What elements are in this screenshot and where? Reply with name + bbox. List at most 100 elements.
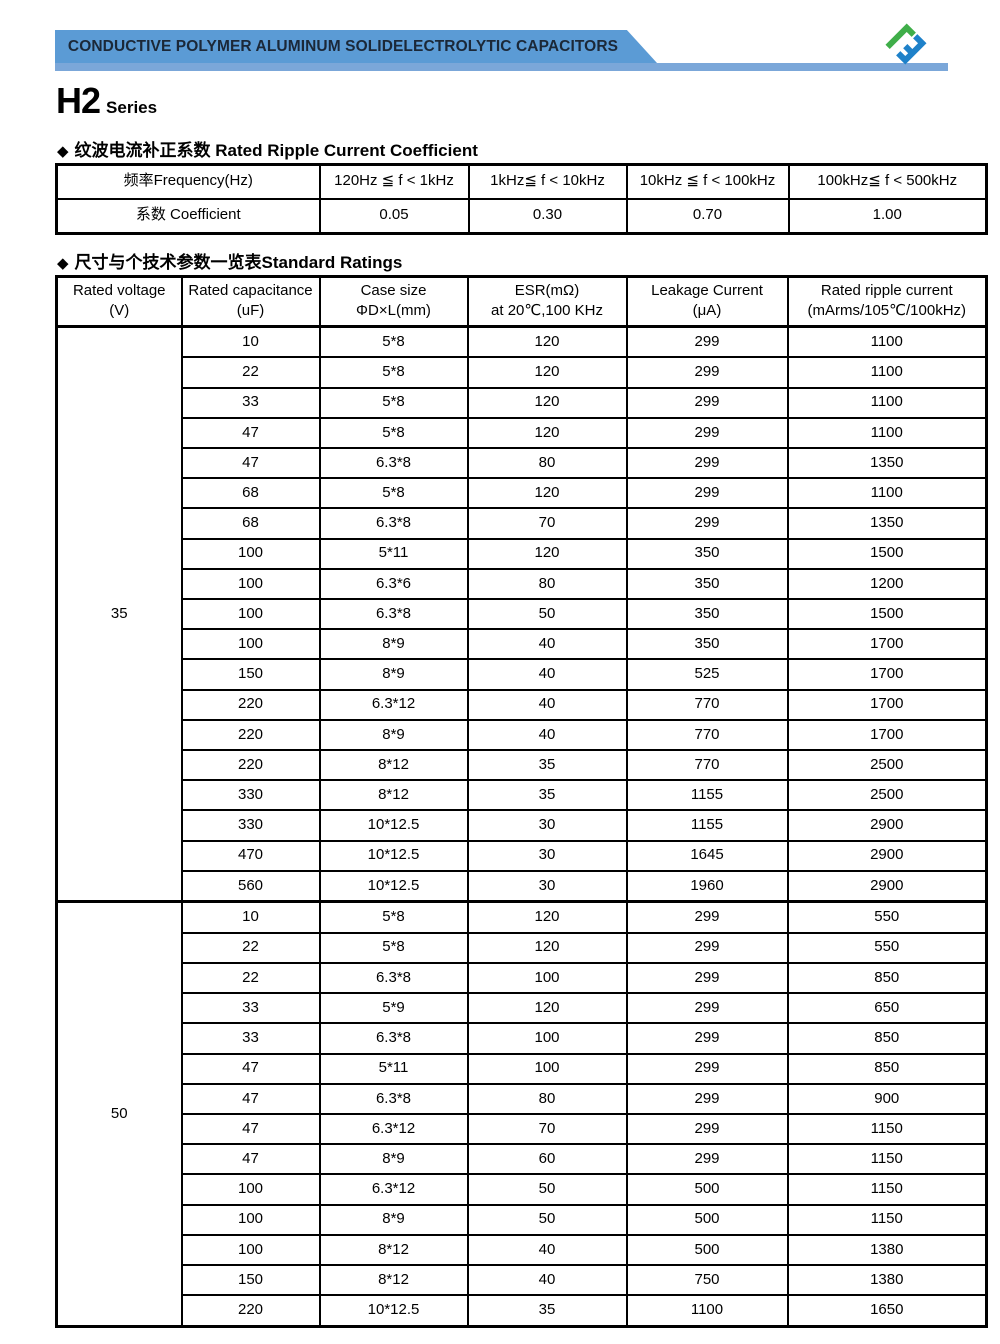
capacitance-cell: 68	[180, 507, 321, 540]
leakage-current-cell: 770	[625, 688, 789, 721]
column-header-line1: Case size	[360, 282, 427, 300]
ripple-current-cell: 1100	[786, 386, 988, 419]
table-row: 频率Frequency(Hz) 120Hz ≦ f < 1kHz 1kHz≦ f <…	[55, 163, 988, 200]
standard-ratings-table: Rated voltage (V) Rated capacitance (uF) Cas…	[55, 275, 988, 1328]
capacitance-cell: 100	[180, 567, 321, 601]
leakage-current-cell: 500	[625, 1173, 789, 1206]
case-size-cell: 8*9	[318, 1143, 469, 1176]
case-size-cell: 10*12.5	[318, 1294, 469, 1328]
case-size-cell: 8*9	[318, 658, 469, 691]
capacitance-cell: 47	[180, 416, 321, 450]
table-row: 150 8*12 40 750 1380	[57, 1263, 988, 1297]
esr-cell: 100	[466, 1052, 628, 1085]
capacitance-cell: 47	[180, 1112, 321, 1146]
case-size-cell: 5*8	[318, 325, 469, 359]
table-row: 系数 Coefficient 0.05 0.30 0.70 1.00	[55, 197, 988, 235]
case-size-cell: 8*12	[318, 1233, 469, 1267]
column-header-line1: Rated ripple current	[820, 282, 953, 300]
coefficient-label-cell: 系数 Coefficient	[55, 197, 321, 235]
column-header-cell: Leakage Current (μA)	[625, 275, 789, 328]
table-row: 33 6.3*8 100 299 850	[57, 1022, 988, 1055]
ripple-current-cell: 1700	[786, 688, 988, 721]
esr-cell: 70	[466, 1112, 628, 1146]
frequency-range-cell: 1kHz≦ f < 10kHz	[467, 163, 628, 200]
capacitance-cell: 47	[180, 1052, 321, 1085]
voltage-group-cell: 35	[55, 324, 183, 904]
diamond-bullet-icon: ◆	[57, 143, 69, 160]
ripple-current-cell: 650	[786, 992, 988, 1025]
table-row: 100 8*9 40 350 1700	[57, 628, 988, 661]
column-header-line2: at 20℃,100 KHz	[491, 302, 603, 319]
capacitance-cell: 220	[180, 688, 321, 721]
capacitance-cell: 330	[180, 809, 321, 842]
case-size-cell: 6.3*6	[318, 567, 469, 601]
table-row: 47 5*11 100 299 850	[57, 1052, 988, 1085]
table-row: 100 6.3*12 50 500 1150	[57, 1173, 988, 1206]
table-row: 330 8*12 35 1155 2500	[57, 779, 988, 812]
esr-cell: 50	[466, 598, 628, 631]
esr-cell: 100	[466, 1022, 628, 1055]
table-row: 220 8*12 35 770 2500	[57, 749, 988, 782]
ripple-current-cell: 850	[786, 1052, 988, 1085]
esr-cell: 30	[466, 839, 628, 872]
ripple-current-cell: 2500	[786, 779, 988, 812]
case-size-cell: 8*12	[318, 1263, 469, 1297]
leakage-current-cell: 525	[625, 658, 789, 691]
ripple-current-cell: 1380	[786, 1233, 988, 1267]
table-row: 100 6.3*8 50 350 1500	[57, 598, 988, 631]
ripple-current-cell: 1700	[786, 628, 988, 661]
leakage-current-cell: 770	[625, 749, 789, 782]
esr-cell: 40	[466, 628, 628, 661]
ripple-current-cell: 2900	[786, 839, 988, 872]
column-header-line1: Leakage Current	[651, 282, 763, 300]
frequency-header-cell: 频率Frequency(Hz)	[55, 163, 321, 200]
table-row: 47 6.3*12 70 299 1150	[57, 1112, 988, 1146]
esr-cell: 120	[466, 931, 628, 964]
column-header-line2: (V)	[109, 302, 130, 319]
case-size-cell: 8*9	[318, 1203, 469, 1236]
coefficient-value-cell: 1.00	[787, 197, 988, 235]
table-row: 47 6.3*8 80 299 900	[57, 1082, 988, 1115]
capacitance-cell: 330	[180, 779, 321, 812]
ripple-current-cell: 1350	[786, 447, 988, 480]
leakage-current-cell: 750	[625, 1263, 789, 1297]
table-row: 330 10*12.5 30 1155 2900	[57, 809, 988, 842]
voltage-group-cell: 50	[55, 900, 183, 1328]
esr-cell: 35	[466, 749, 628, 782]
case-size-cell: 8*9	[318, 628, 469, 661]
section1-title-en: Rated Ripple Current Coefficient	[215, 141, 478, 160]
ripple-current-cell: 1500	[786, 598, 988, 631]
capacitance-cell: 47	[180, 447, 321, 480]
column-header-line1: Rated voltage	[72, 282, 166, 300]
ripple-current-cell: 1150	[786, 1173, 988, 1206]
column-header-line2: (mArms/105℃/100kHz)	[807, 302, 967, 319]
leakage-current-cell: 299	[625, 961, 789, 995]
table-row: 560 10*12.5 30 1960 2900	[57, 869, 988, 903]
capacitance-cell: 560	[180, 869, 321, 903]
column-header-cell: Rated ripple current (mArms/105℃/100kHz)	[786, 275, 988, 328]
section-title-standard-ratings: ◆ 尺寸与个技术参数一览表Standard Ratings	[57, 248, 402, 273]
capacitance-cell: 10	[180, 900, 321, 934]
esr-cell: 120	[466, 325, 628, 359]
diamond-bullet-icon: ◆	[57, 255, 69, 272]
leakage-current-cell: 299	[625, 1052, 789, 1085]
capacitance-cell: 100	[180, 1203, 321, 1236]
table-row: 470 10*12.5 30 1645 2900	[57, 839, 988, 872]
ripple-current-cell: 900	[786, 1082, 988, 1115]
capacitance-cell: 22	[180, 931, 321, 964]
case-size-cell: 5*8	[318, 900, 469, 934]
table-row: 100 8*12 40 500 1380	[57, 1233, 988, 1267]
column-header-line2: (uF)	[236, 302, 265, 319]
capacitance-cell: 470	[180, 839, 321, 872]
frequency-range-cell: 120Hz ≦ f < 1kHz	[318, 163, 470, 200]
table-row: 220 10*12.5 35 1100 1650	[57, 1294, 988, 1328]
capacitance-cell: 10	[180, 325, 321, 359]
series-name: H2	[56, 80, 101, 121]
esr-cell: 40	[466, 718, 628, 752]
leakage-current-cell: 299	[625, 992, 789, 1025]
leakage-current-cell: 299	[625, 325, 789, 359]
banner-title: CONDUCTIVE POLYMER ALUMINUM SOLIDELECTRO…	[67, 37, 619, 55]
case-size-cell: 8*12	[318, 749, 469, 782]
leakage-current-cell: 299	[625, 1022, 789, 1055]
leakage-current-cell: 350	[625, 628, 789, 661]
